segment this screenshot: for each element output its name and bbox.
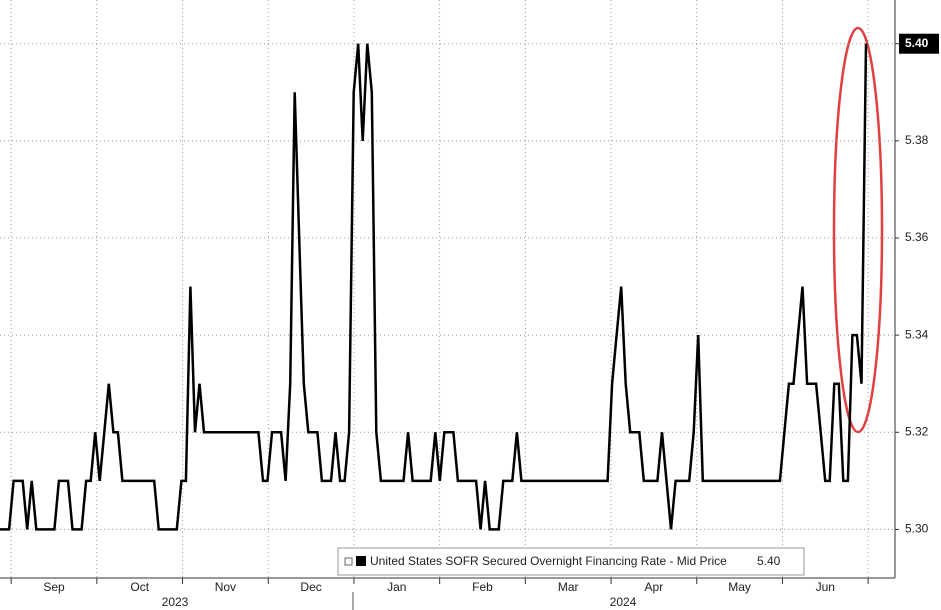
x-tick-label: May [728,580,751,594]
series-line [0,43,868,531]
y-tick-label: 5.34 [905,327,929,341]
y-tick-label: 5.30 [905,522,929,536]
x-tick-label: Jun [816,580,835,594]
x-tick-label: Dec [300,580,321,594]
legend-expand-icon [344,557,353,566]
year-label: 2023 [162,595,189,609]
x-tick-label: Jan [387,580,406,594]
legend-swatch [356,556,366,566]
x-tick-label: Oct [130,580,149,594]
x-tick-label: Feb [472,580,493,594]
last-value-tag [899,33,939,54]
highlight-ellipse [832,26,884,434]
x-tick-label: Apr [645,580,664,594]
year-label: 2024 [610,595,637,609]
plot [0,0,895,578]
x-tick-label: Nov [215,580,236,594]
legend-label: United States SOFR Secured Overnight Fin… [370,554,727,568]
last-value-tag-label: 5.40 [905,36,929,50]
x-tick-label: Sep [43,580,65,594]
legend [337,547,805,576]
x-tick-label: Mar [558,580,579,594]
legend-last-value: 5.40 [757,554,781,568]
y-tick-label: 5.36 [905,230,929,244]
y-tick-label: 5.32 [905,424,929,438]
y-tick-label: 5.38 [905,133,929,147]
